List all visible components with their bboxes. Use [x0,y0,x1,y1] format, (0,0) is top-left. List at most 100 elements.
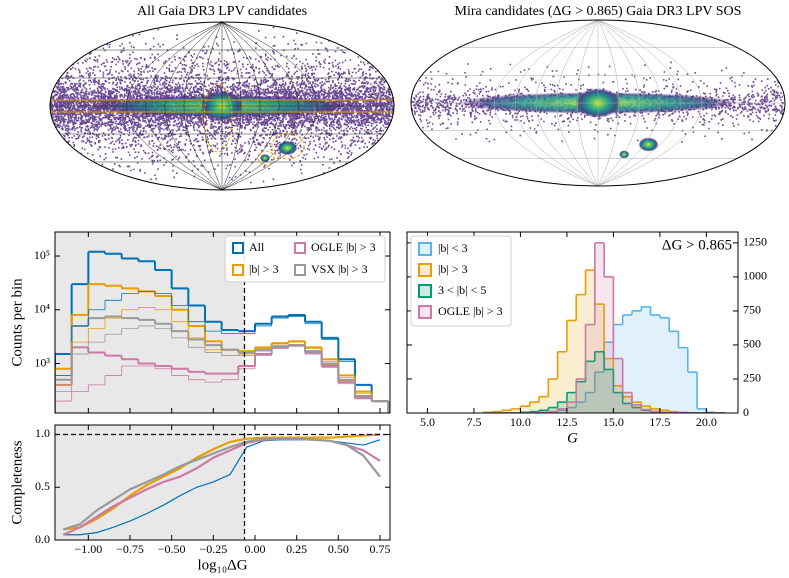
legend-swatch [232,242,244,254]
legend-label: OGLE |b| > 3 [438,304,503,318]
y-tick-label: 1.0 [35,426,50,440]
legend-swatch [294,242,306,254]
hist-fill [613,324,623,413]
hist-fill [585,392,595,413]
legend-label: |b| < 3 [438,241,468,255]
hist-fill [641,306,651,413]
hist-fill [520,406,530,413]
legend-label: All [249,240,265,254]
hist-fill [622,396,633,413]
hist-fill [511,408,521,413]
hist-fill [585,324,595,413]
hist-fill [613,385,623,413]
legend-label: VSX |b| > 3 [311,262,368,276]
smc [619,150,630,159]
map-title: Mira candidates (ΔG > 0.865) Gaia DR3 LP… [455,4,742,19]
ogle-region [203,83,233,153]
completeness-line [63,433,381,531]
x-tick-label: 0.00 [245,542,266,556]
annotation: ΔG > 0.865 [662,237,732,253]
x-tick-label: 7.5 [466,415,481,429]
hist-fill [632,310,642,413]
y-tick-label: 500 [743,337,761,351]
legend-swatch [418,242,432,256]
x-tick-label: −0.75 [116,542,144,556]
y-tick-label: 10⁵ [34,248,50,262]
hist-fill [622,392,633,413]
y-tick-label: 750 [743,303,761,317]
y-tick-label: 0 [743,405,749,419]
x-tick-label: −0.25 [199,542,227,556]
hist-fill [557,351,567,413]
legend-swatch [418,284,432,298]
map-outline [410,19,786,187]
y-tick-label: 1250 [743,235,767,249]
ogle-region [257,150,275,166]
hist-fill [539,396,549,413]
hist-fill [604,276,614,413]
legend-label: |b| > 3 [438,262,468,276]
hist-fill [566,402,577,413]
legend-swatch [418,263,432,277]
x-tick-label: 0.75 [370,542,391,556]
legend-swatch [418,305,432,319]
sky-map [50,22,394,190]
hist-fill [641,410,651,413]
hist-fill [594,372,605,413]
hist-fill [529,402,540,413]
x-tick-label: 0.50 [328,542,349,556]
hist-fill [604,369,614,413]
hist-fill [566,320,577,413]
hist-fill [641,409,651,413]
axes-frame [54,231,391,414]
legend-swatch [232,264,244,276]
ogle-region [271,132,305,160]
y-tick-label: 10³ [34,355,50,369]
x-tick-label: 10.0 [510,415,531,429]
x-tick-label: −0.50 [158,542,186,556]
axes-frame [54,424,391,541]
hist-fill [566,407,577,413]
plot-area [55,425,390,540]
hist-fill [594,304,605,413]
map-outline [49,21,395,191]
hist-fill [622,315,633,413]
x-tick-label: 15.0 [603,415,624,429]
hist-fill [557,402,567,413]
sky-maps [49,19,786,191]
completeness-line [63,437,381,531]
hist-fill [613,358,623,413]
y-tick-label: 0.5 [35,479,50,493]
y-tick-label: 1000 [743,269,767,283]
y-axis-label: Completeness [9,440,25,524]
hist-fill [557,410,567,413]
sky-points [411,61,785,143]
hist-fill [687,372,698,413]
y-tick-label: 0.0 [35,532,50,546]
hist-fill [576,381,586,413]
hist-fill [632,407,642,413]
axes-frame [406,231,739,414]
plot-area [55,232,390,413]
legend-swatch [294,264,306,276]
sky-map [411,20,785,186]
hist-fill [678,347,688,413]
hist-fill [557,408,567,413]
y-axis-label: Counts per bin [9,278,25,367]
hist-fill [548,407,558,413]
y-tick-label: 250 [743,371,761,385]
legend-label: OGLE |b| > 3 [311,240,376,254]
hist-fill [650,315,660,413]
x-axis-label: log₁₀ΔG [197,557,247,573]
hist-fill [697,408,707,413]
smc [260,154,270,163]
y-tick-label: 10⁴ [34,302,50,316]
legend-label: |b| > 3 [249,262,279,276]
x-axis-label: G [567,430,578,446]
hist-fill [576,294,586,413]
hist-fill [669,331,679,413]
hist-fill [613,392,623,413]
lmc [638,137,659,152]
map-title: All Gaia DR3 LPV candidates [137,4,307,19]
